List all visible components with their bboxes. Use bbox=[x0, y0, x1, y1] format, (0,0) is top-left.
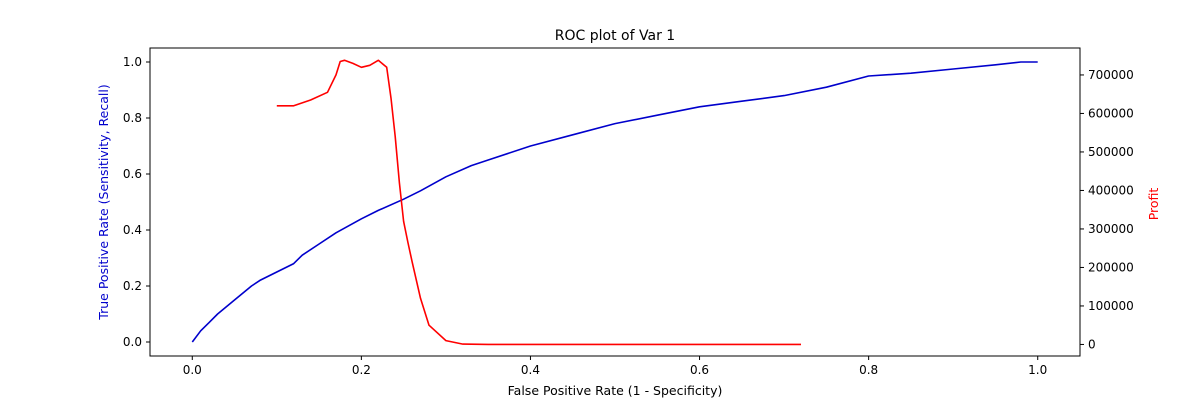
x-tick-label: 0.2 bbox=[352, 363, 371, 377]
x-tick-label: 0.0 bbox=[183, 363, 202, 377]
y2-tick-label: 700000 bbox=[1088, 68, 1134, 82]
x-tick-label: 0.6 bbox=[690, 363, 709, 377]
y2-tick-label: 500000 bbox=[1088, 145, 1134, 159]
x-tick-label: 0.8 bbox=[859, 363, 878, 377]
y2-tick-label: 600000 bbox=[1088, 106, 1134, 120]
y2-axis-label: Profit bbox=[1146, 188, 1161, 221]
x-axis-ticks: 0.0 0.2 0.4 0.6 0.8 1.0 bbox=[183, 356, 1047, 377]
series-layer bbox=[191, 59, 1038, 346]
y2-tick-label: 100000 bbox=[1088, 299, 1134, 313]
x-axis-label: False Positive Rate (1 - Specificity) bbox=[508, 383, 723, 398]
y-axis-label: True Positive Rate (Sensitivity, Recall) bbox=[96, 84, 111, 320]
profit-curve-line bbox=[276, 59, 801, 346]
y-tick-label: 0.2 bbox=[123, 279, 142, 293]
y2-tick-label: 200000 bbox=[1088, 260, 1134, 274]
roc-curve-line bbox=[191, 61, 1038, 343]
y-tick-label: 1.0 bbox=[123, 55, 142, 69]
y2-tick-label: 300000 bbox=[1088, 222, 1134, 236]
x-tick-label: 1.0 bbox=[1028, 363, 1047, 377]
y-tick-label: 0.4 bbox=[123, 223, 142, 237]
y2-tick-label: 0 bbox=[1088, 337, 1096, 351]
y-tick-label: 0.0 bbox=[123, 335, 142, 349]
y2-tick-label: 400000 bbox=[1088, 183, 1134, 197]
x-tick-label: 0.4 bbox=[521, 363, 540, 377]
plot-area-frame bbox=[149, 47, 1081, 357]
y-tick-label: 0.8 bbox=[123, 111, 142, 125]
y-axis-ticks: 0.0 0.2 0.4 0.6 0.8 1.0 bbox=[123, 55, 150, 349]
y2-axis-ticks: 0 100000 200000 300000 400000 500000 600000 700… bbox=[1080, 68, 1134, 351]
y-tick-label: 0.6 bbox=[123, 167, 142, 181]
chart-title: ROC plot of Var 1 bbox=[555, 28, 675, 44]
